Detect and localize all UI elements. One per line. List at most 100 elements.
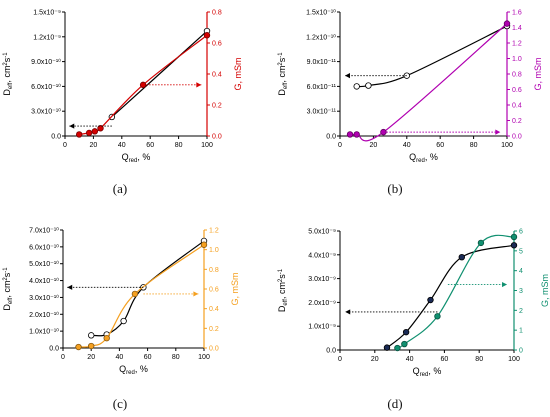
arrow-left-head — [345, 73, 351, 79]
arrow-right-head — [193, 291, 199, 297]
y-right-tick-label: 1.0 — [512, 56, 522, 63]
series-right-point — [434, 313, 441, 320]
series-left-point — [402, 328, 410, 336]
y-left-tick-label: 1.0x10⁻¹⁰ — [29, 328, 59, 336]
y-left-tick-label: 4.0x10⁻¹⁰ — [29, 277, 59, 285]
series-right-point — [394, 344, 401, 352]
x-tick-label: 40 — [116, 354, 124, 361]
series-right-point — [103, 334, 110, 342]
y-right-tick-label: 2 — [519, 308, 523, 315]
series-left-point — [383, 344, 391, 351]
y-left-tick-label: 6.0x10⁻¹⁰ — [31, 83, 61, 91]
y-right-tick-label: 1.4 — [512, 25, 522, 32]
y-right-tick-label: 0.2 — [209, 326, 219, 333]
x-tick-label: 100 — [508, 356, 520, 363]
y-left-tick-label: 9.0x10⁻¹¹ — [307, 59, 337, 66]
y-right-tick-label: 0.0 — [512, 134, 522, 141]
y-left-axis-label: Deff, cm2s-1 — [2, 52, 14, 96]
series-right-point — [97, 125, 104, 132]
arrow-right-head — [196, 82, 202, 88]
x-axis-label: Qred, % — [409, 152, 438, 164]
y-right-tick-label: 0.0 — [209, 346, 219, 353]
caption-b: (b) — [387, 181, 403, 196]
y-left-tick-label: 9.0x10⁻¹⁰ — [31, 58, 61, 66]
series-left-point — [427, 296, 434, 304]
x-tick-label: 0 — [338, 356, 342, 363]
y-right-axis-label: G, mSm — [233, 58, 243, 91]
arrow-left-head — [345, 309, 351, 315]
x-tick-label: 0 — [63, 142, 67, 149]
chart-panel-b: 0 20 40 60 80 100 0.0 3.0x10⁻¹¹ 6.0x10⁻¹¹ 9.0x10⁻… — [275, 0, 550, 208]
y-right-tick-label: 0.8 — [212, 10, 222, 17]
x-tick-label: 60 — [441, 356, 449, 363]
chart-panel-a: 0 20 40 60 80 100 0.0 3.0x10⁻¹⁰ 6.0x10⁻¹⁰ 9.0x10⁻… — [0, 0, 275, 208]
y-right-tick-label: 0.2 — [212, 103, 222, 110]
series-left-point — [120, 317, 127, 325]
y-left-tick-label: 7.0x10⁻¹⁰ — [29, 227, 59, 235]
y-right-tick-label: 0.4 — [212, 72, 222, 79]
x-tick-label: 20 — [90, 142, 98, 149]
series-left-line — [356, 25, 508, 88]
y-left-tick-label: 3.0x10⁻¹⁰ — [31, 108, 61, 116]
y-left-tick-label: 3.0x10⁻⁹ — [308, 276, 336, 283]
series-right-point — [91, 128, 99, 135]
chart-c-svg: 0 20 40 60 80 1000.01.0x10⁻¹⁰2.0x10⁻¹⁰3.0x10⁻… — [2, 227, 240, 377]
y-left-tick-label: 3.0x10⁻¹⁰ — [29, 294, 59, 302]
x-tick-label: 80 — [172, 354, 180, 361]
y-right-tick-label: 0.8 — [512, 72, 522, 79]
y-right-axis-label: G, mSm — [533, 58, 543, 91]
chart-panel-d: 0 20 40 60 80 100 0.0 1.0x10⁻⁹ 2.0x10⁻⁹ 3.0x10⁻⁹ 4… — [275, 208, 550, 417]
series-left-line — [91, 240, 205, 337]
caption-d: (d) — [387, 396, 403, 411]
y-left-tick-label: 1.2x10⁻¹⁰ — [306, 33, 336, 41]
y-right-tick-label: 6 — [519, 229, 523, 236]
x-tick-label: 80 — [475, 356, 483, 363]
y-right-tick-label: 0.4 — [209, 306, 219, 313]
y-right-axis-label: G, mSm — [540, 274, 550, 307]
x-tick-label: 20 — [371, 356, 379, 363]
x-tick-label: 80 — [470, 142, 478, 149]
y-right-tick-label: 1.0 — [209, 247, 219, 254]
y-right-tick-label: 0.4 — [512, 103, 522, 110]
x-tick-label: 100 — [501, 142, 513, 149]
y-left-tick-label: 1.0x10⁻⁹ — [308, 324, 336, 331]
series-right-point — [380, 128, 387, 136]
chart-d-svg: 0 20 40 60 80 1000.01.0x10⁻⁹2.0x10⁻⁹3.0x10⁻⁹4… — [277, 229, 550, 379]
x-tick-label: 100 — [198, 354, 210, 361]
arrow-right-head — [495, 129, 501, 135]
y-right-tick-label: 0.2 — [512, 118, 522, 125]
series-right-point — [353, 131, 360, 138]
x-axis-label: Qred, % — [122, 152, 151, 164]
y-left-axis-label: Deff, cm2s-1 — [277, 268, 289, 312]
x-tick-label: 60 — [436, 142, 444, 149]
x-tick-label: 0 — [61, 354, 65, 361]
series-right-line — [349, 23, 508, 142]
x-tick-label: 20 — [370, 142, 378, 149]
series-right-line — [78, 244, 205, 348]
y-right-tick-label: 3 — [519, 288, 523, 295]
series-left-line — [111, 30, 208, 118]
y-left-tick-label: 3.0x10⁻¹¹ — [307, 109, 337, 116]
series-right-point — [203, 32, 211, 39]
series-right-point — [510, 233, 518, 241]
y-right-tick-label: 1 — [519, 328, 523, 335]
y-right-tick-label: 5 — [519, 248, 523, 255]
y-left-tick-label: 1.5x10⁻¹⁰ — [306, 9, 336, 17]
y-left-axis-label: Deff, cm2s-1 — [2, 267, 14, 311]
y-right-tick-label: 1.6 — [512, 10, 522, 17]
series-left-point — [353, 83, 360, 90]
y-right-tick-label: 0.6 — [212, 41, 222, 48]
y-right-tick-label: 0.6 — [512, 87, 522, 94]
x-tick-label: 20 — [87, 354, 95, 361]
y-left-tick-label: 2.0x10⁻¹⁰ — [29, 311, 59, 319]
chart-a-svg: 0 20 40 60 80 1000.03.0x10⁻¹⁰6.0x10⁻¹⁰9.0x10⁻… — [2, 10, 243, 165]
series-right-point — [75, 343, 82, 351]
y-right-tick-label: 1.2 — [209, 228, 219, 235]
x-tick-label: 40 — [406, 356, 414, 363]
series-right-point — [85, 129, 93, 137]
caption-a: (a) — [112, 181, 128, 196]
series-left-point — [510, 242, 518, 249]
y-right-tick-label: 0.6 — [209, 287, 219, 294]
x-tick-label: 60 — [146, 142, 154, 149]
y-left-tick-label: 2.0x10⁻⁹ — [308, 300, 336, 307]
